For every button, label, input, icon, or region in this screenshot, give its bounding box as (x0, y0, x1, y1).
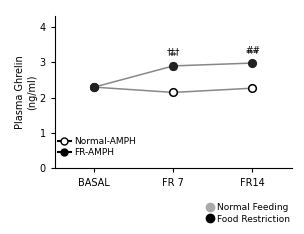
Legend: Normal Feeding, Food Restriction: Normal Feeding, Food Restriction (202, 200, 293, 227)
Y-axis label: Plasma Ghrelin
(ng/ml): Plasma Ghrelin (ng/ml) (15, 55, 37, 129)
Text: †††: ††† (167, 47, 180, 56)
Text: **: ** (169, 52, 178, 61)
Text: ##: ## (245, 46, 260, 55)
Legend: Normal-AMPH, FR-AMPH: Normal-AMPH, FR-AMPH (54, 133, 140, 161)
Text: ***: *** (246, 50, 259, 59)
